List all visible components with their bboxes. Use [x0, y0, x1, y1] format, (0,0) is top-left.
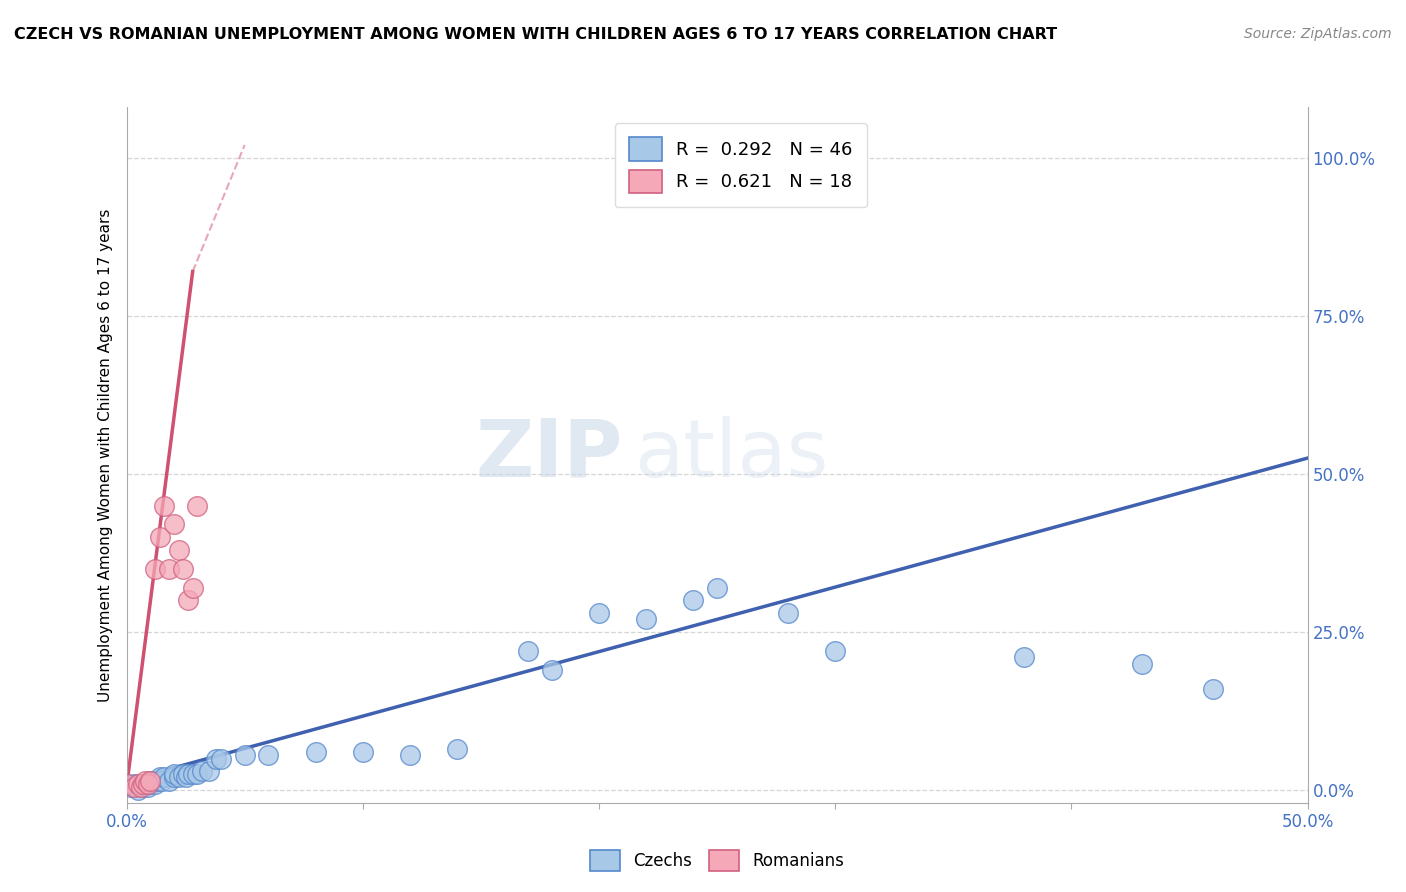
Point	[824, 644, 846, 658]
Text: CZECH VS ROMANIAN UNEMPLOYMENT AMONG WOMEN WITH CHILDREN AGES 6 TO 17 YEARS CORR: CZECH VS ROMANIAN UNEMPLOYMENT AMONG WOM…	[14, 27, 1057, 42]
Point	[174, 771, 197, 785]
Point	[1130, 657, 1153, 671]
Point	[167, 542, 190, 557]
Point	[153, 771, 176, 785]
Point	[143, 777, 166, 791]
Point	[181, 581, 204, 595]
Point	[139, 777, 162, 791]
Point	[186, 767, 208, 781]
Point	[172, 767, 194, 781]
Point	[134, 773, 156, 788]
Point	[588, 606, 610, 620]
Point	[682, 593, 704, 607]
Point	[776, 606, 799, 620]
Point	[127, 777, 149, 791]
Point	[127, 777, 149, 791]
Text: ZIP: ZIP	[475, 416, 623, 494]
Legend: Czechs, Romanians: Czechs, Romanians	[583, 843, 851, 878]
Point	[163, 771, 186, 785]
Point	[139, 773, 162, 788]
Point	[191, 764, 214, 779]
Point	[149, 530, 172, 544]
Point	[136, 780, 159, 794]
Point	[304, 745, 326, 759]
Text: Source: ZipAtlas.com: Source: ZipAtlas.com	[1244, 27, 1392, 41]
Point	[149, 771, 172, 785]
Point	[1012, 650, 1035, 665]
Point	[167, 771, 190, 785]
Point	[157, 773, 180, 788]
Point	[186, 499, 208, 513]
Point	[517, 644, 540, 658]
Point	[143, 562, 166, 576]
Point	[146, 773, 169, 788]
Point	[134, 777, 156, 791]
Point	[177, 767, 200, 781]
Point	[181, 767, 204, 781]
Point	[139, 773, 162, 788]
Point	[163, 767, 186, 781]
Point	[132, 780, 155, 794]
Point	[150, 773, 173, 788]
Point	[446, 742, 468, 756]
Text: atlas: atlas	[634, 416, 828, 494]
Point	[136, 777, 159, 791]
Point	[115, 777, 138, 791]
Point	[636, 612, 658, 626]
Point	[157, 562, 180, 576]
Point	[706, 581, 728, 595]
Point	[352, 745, 374, 759]
Point	[129, 780, 152, 794]
Point	[257, 748, 280, 763]
Point	[127, 783, 149, 797]
Point	[233, 748, 256, 763]
Point	[115, 777, 138, 791]
Point	[399, 748, 422, 763]
Point	[122, 780, 145, 794]
Point	[120, 780, 142, 794]
Point	[172, 562, 194, 576]
Y-axis label: Unemployment Among Women with Children Ages 6 to 17 years: Unemployment Among Women with Children A…	[97, 208, 112, 702]
Point	[205, 751, 228, 765]
Point	[177, 593, 200, 607]
Point	[125, 780, 148, 794]
Point	[132, 777, 155, 791]
Point	[540, 663, 562, 677]
Point	[209, 751, 232, 765]
Point	[153, 499, 176, 513]
Point	[1202, 681, 1225, 696]
Point	[122, 777, 145, 791]
Point	[163, 517, 186, 532]
Point	[198, 764, 221, 779]
